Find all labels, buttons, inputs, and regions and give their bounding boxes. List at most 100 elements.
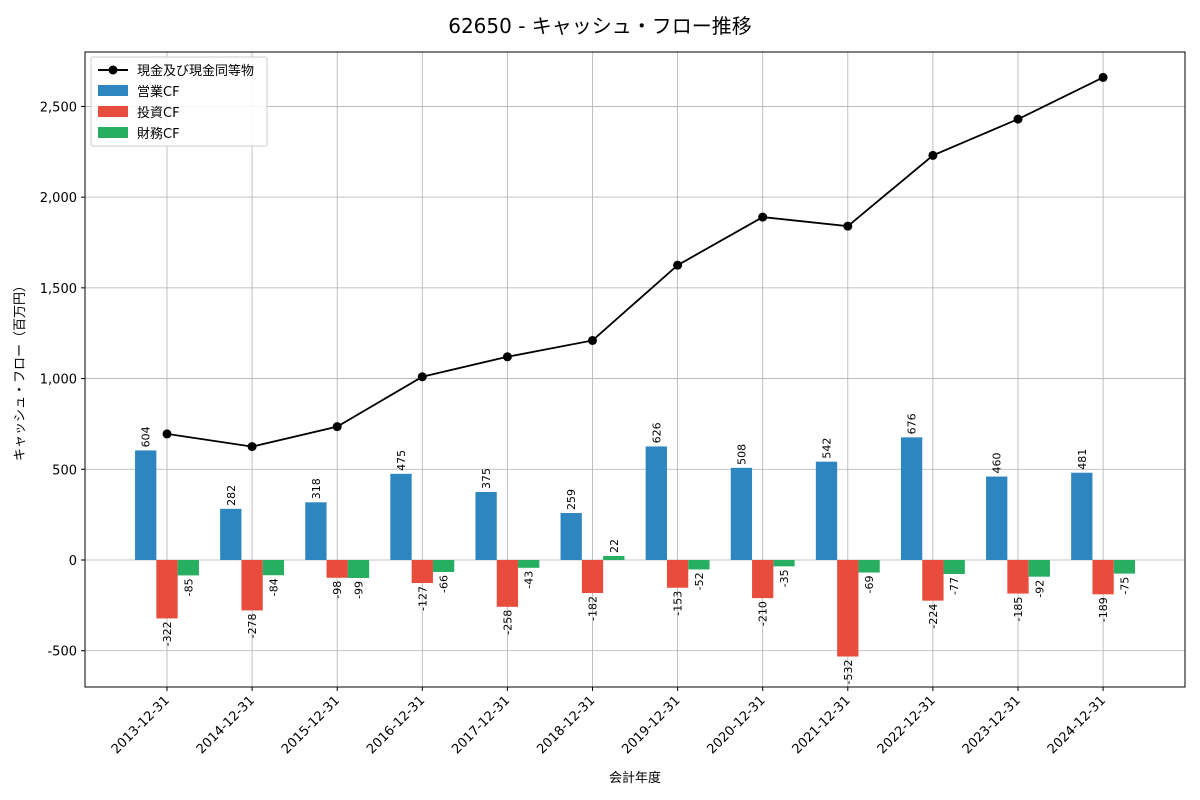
cash-line-series <box>162 72 1108 452</box>
legend-swatch-operating <box>98 85 128 96</box>
cash-line-point <box>928 150 938 160</box>
x-axis-label: 会計年度 <box>609 770 661 786</box>
bar-value-label: 676 <box>906 413 919 434</box>
investing-cf-bar <box>411 560 433 584</box>
bar-value-label: -127 <box>416 586 429 611</box>
investing-cf-bar <box>581 560 604 594</box>
bar-value-label: -153 <box>672 591 685 616</box>
bar-value-label: 22 <box>608 539 621 553</box>
y-tick-label: 1,000 <box>40 373 77 388</box>
investing-cf-bar <box>666 560 689 588</box>
operating-cf-bar <box>645 446 667 560</box>
plot-frame <box>84 51 1186 688</box>
y-axis-ticks: -500 0 500 1,000 1,500 2,000 2,500 <box>40 100 85 660</box>
bar-value-label: 282 <box>225 485 238 506</box>
y-tick-label: -500 <box>47 645 77 660</box>
bar-value-label: -99 <box>353 581 366 599</box>
financing-cf-bar <box>858 560 880 573</box>
bar-value-label: 475 <box>395 450 408 471</box>
investing-cf-bar <box>752 560 774 599</box>
bar-value-label: -43 <box>523 571 536 589</box>
operating-cf-bar <box>560 513 582 560</box>
bar-value-label: -258 <box>501 610 514 635</box>
bar-value-label: -52 <box>693 572 706 590</box>
bar-value-label: -278 <box>246 613 259 638</box>
operating-cf-bar <box>815 461 838 560</box>
bar-value-label: -224 <box>927 604 940 629</box>
bar-value-label: 626 <box>650 422 663 443</box>
legend-label-cash: 現金及び現金同等物 <box>137 63 254 79</box>
bar-value-label: -182 <box>587 596 600 621</box>
x-tick-label: 2014-12-31 <box>194 693 258 757</box>
operating-cf-bar <box>1071 472 1093 560</box>
bar-value-label: -84 <box>267 578 280 596</box>
bar-value-label: -85 <box>182 578 195 596</box>
x-axis-ticks: 2013-12-31 2014-12-31 2015-12-31 2016-12-31… <box>109 687 1109 757</box>
cash-line-point <box>673 260 683 270</box>
operating-cf-bar <box>730 467 753 560</box>
bar-value-label: 375 <box>480 468 493 489</box>
y-tick-label: 500 <box>52 463 77 478</box>
legend-label-operating: 営業CF <box>137 84 180 100</box>
financing-cf-bar <box>603 556 625 560</box>
bar-value-label: -35 <box>778 569 791 587</box>
legend-line-marker <box>108 65 118 75</box>
legend-box <box>90 56 268 147</box>
cash-line-point <box>417 372 427 382</box>
chart-title: 62650 - キャッシュ・フロー推移 <box>448 14 752 38</box>
bar-value-label: 508 <box>735 444 748 465</box>
x-tick-label: 2016-12-31 <box>364 693 428 757</box>
bar-value-label: -66 <box>438 575 451 593</box>
bar-value-label: -189 <box>1097 597 1110 622</box>
cash-line-point <box>247 442 257 452</box>
bar-value-label: -69 <box>863 576 876 594</box>
cash-line-point <box>1013 114 1023 124</box>
x-tick-label: 2022-12-31 <box>875 693 939 757</box>
operating-cf-bar <box>986 476 1008 560</box>
financing-cf-bar <box>177 560 199 576</box>
investing-cf-bar <box>837 560 859 657</box>
bar-value-label: 460 <box>991 453 1004 474</box>
x-tick-label: 2023-12-31 <box>960 693 1024 757</box>
x-tick-label: 2015-12-31 <box>279 693 343 757</box>
bar-value-label: 259 <box>565 489 578 510</box>
investing-cf-bar <box>496 560 519 607</box>
bar-value-label: -98 <box>331 581 344 599</box>
bar-value-label: -77 <box>948 577 961 595</box>
bar-marks <box>135 437 1136 657</box>
investing-cf-bar <box>241 560 263 611</box>
bar-value-label: 481 <box>1076 449 1089 470</box>
y-tick-label: 0 <box>69 554 77 569</box>
x-tick-label: 2018-12-31 <box>534 693 598 757</box>
investing-cf-bar <box>1007 560 1029 594</box>
financing-cf-bar <box>347 560 370 578</box>
x-tick-label: 2013-12-31 <box>109 693 173 757</box>
cash-line-point <box>162 429 172 439</box>
legend: 現金及び現金同等物 営業CF 投資CF 財務CF <box>90 56 268 147</box>
operating-cf-bar <box>220 508 242 560</box>
cash-line-point <box>588 335 597 345</box>
cash-line <box>166 76 1104 448</box>
legend-swatch-investing <box>98 106 128 117</box>
bar-value-label: -92 <box>1033 580 1046 598</box>
x-tick-label: 2019-12-31 <box>619 693 683 757</box>
bar-value-label: -185 <box>1012 597 1025 622</box>
financing-cf-bar <box>943 560 965 574</box>
investing-cf-bar <box>326 560 348 578</box>
x-tick-label: 2024-12-31 <box>1045 693 1109 757</box>
bar-value-label: 604 <box>140 426 153 447</box>
bar-value-label: -322 <box>161 621 174 646</box>
bar-value-label: -210 <box>757 601 770 626</box>
bar-value-label: 542 <box>821 438 834 459</box>
investing-cf-bar <box>1092 560 1114 595</box>
operating-cf-bar <box>390 473 412 560</box>
investing-cf-bar <box>156 560 178 619</box>
legend-label-investing: 投資CF <box>137 105 180 121</box>
legend-swatch-financing <box>98 127 128 138</box>
bar-value-label: -75 <box>1118 577 1131 595</box>
cash-line-point <box>502 352 512 362</box>
operating-cf-bar <box>135 450 157 560</box>
operating-cf-bar <box>475 491 497 560</box>
y-tick-label: 2,000 <box>40 191 77 206</box>
